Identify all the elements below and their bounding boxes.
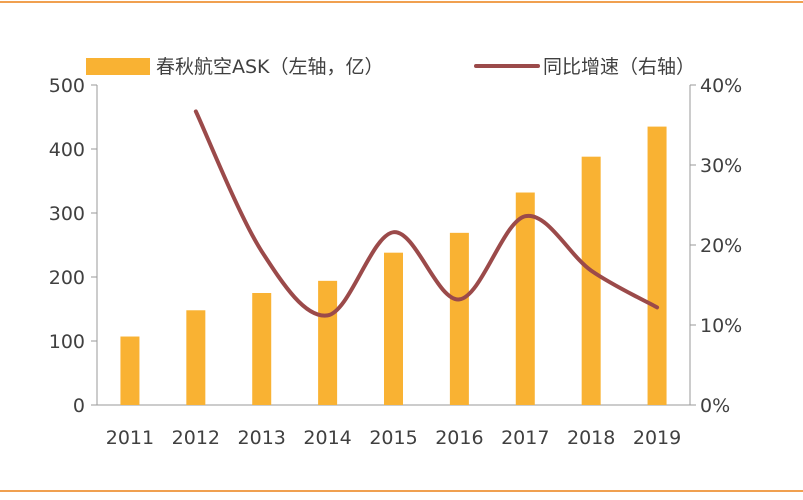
right-tick-label: 40% — [700, 75, 742, 97]
top-rule — [0, 1, 803, 3]
x-tick-label: 2018 — [567, 427, 615, 449]
bar-2018 — [581, 156, 601, 405]
x-tick-label: 2015 — [369, 427, 417, 449]
right-axis-ticks: 0% 10% 20% 30% 40% — [690, 75, 742, 417]
left-tick-label: 100 — [49, 331, 85, 353]
bar-2014 — [318, 280, 338, 405]
bottom-rule — [0, 490, 803, 492]
left-tick-label: 400 — [49, 139, 85, 161]
right-tick-label: 20% — [700, 235, 742, 257]
x-tick-label: 2014 — [303, 427, 351, 449]
x-tick-label: 2011 — [106, 427, 154, 449]
right-tick-label: 10% — [700, 315, 742, 337]
x-tick-label: 2019 — [633, 427, 681, 449]
x-tick-label: 2017 — [501, 427, 549, 449]
left-tick-label: 200 — [49, 267, 85, 289]
growth-line — [193, 109, 660, 318]
left-tick-label: 500 — [49, 75, 85, 97]
x-tick-label: 2016 — [435, 427, 483, 449]
bar-2016 — [449, 232, 469, 405]
legend-label-ask: 春秋航空ASK（左轴，亿） — [156, 56, 384, 78]
bar-2015 — [384, 252, 403, 405]
left-tick-label: 0 — [73, 395, 85, 417]
right-tick-label: 30% — [700, 155, 742, 177]
ask-bars — [120, 126, 667, 405]
bar-2013 — [252, 293, 272, 405]
left-tick-label: 300 — [49, 203, 85, 225]
right-tick-label: 0% — [700, 395, 730, 417]
x-axis-ticks: 2011 2012 2013 2014 2015 2016 2017 2018 2019 — [106, 427, 681, 449]
bar-2011 — [120, 336, 140, 405]
legend-swatch-ask — [86, 58, 150, 75]
bar-2012 — [186, 310, 206, 405]
left-axis-ticks: 0 100 200 300 400 500 — [49, 75, 97, 417]
x-tick-label: 2012 — [172, 427, 220, 449]
bar-2017 — [515, 192, 535, 405]
bar-2019 — [647, 126, 667, 405]
legend-label-growth: 同比增速（右轴） — [543, 56, 695, 78]
legend: 春秋航空ASK（左轴，亿） 同比增速（右轴） — [86, 56, 695, 78]
x-tick-label: 2013 — [238, 427, 286, 449]
